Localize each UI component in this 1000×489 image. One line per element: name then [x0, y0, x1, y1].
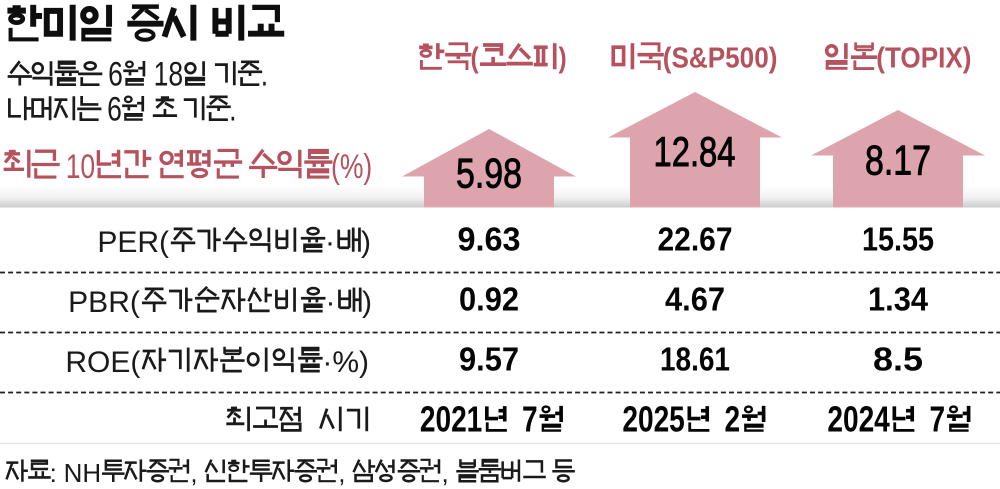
svg-text:2025: 2025	[622, 399, 684, 440]
svg-text:): )	[362, 286, 372, 319]
svg-text:·: ·	[325, 226, 335, 259]
svg-text:5.98: 5.98	[456, 150, 522, 197]
svg-text:): )	[361, 226, 371, 259]
svg-text:6: 6	[108, 56, 123, 94]
svg-text:10: 10	[66, 148, 96, 186]
svg-text:ROE(: ROE(	[65, 346, 140, 379]
svg-text:·%): ·%)	[322, 346, 369, 379]
svg-text:8.5: 8.5	[873, 342, 923, 379]
svg-text:(: (	[470, 43, 478, 75]
svg-text:(%): (%)	[331, 148, 372, 186]
svg-text:0.92: 0.92	[459, 282, 519, 319]
svg-text:7: 7	[930, 399, 946, 440]
svg-text:4.67: 4.67	[665, 282, 725, 319]
svg-text:,: ,	[190, 458, 197, 488]
svg-text:7: 7	[522, 399, 538, 440]
svg-text:PBR(: PBR(	[68, 286, 140, 319]
svg-text:8.17: 8.17	[865, 137, 931, 184]
svg-text:·: ·	[325, 286, 335, 319]
svg-text:12.84: 12.84	[654, 128, 736, 175]
svg-text:,: ,	[338, 458, 345, 488]
svg-text:18.61: 18.61	[660, 342, 730, 379]
svg-text:): )	[559, 43, 567, 75]
svg-text:6: 6	[107, 91, 122, 129]
svg-text:9.63: 9.63	[458, 222, 521, 259]
svg-text:9.57: 9.57	[459, 342, 519, 379]
svg-text:,: ,	[442, 458, 449, 488]
svg-text:2021: 2021	[420, 399, 482, 440]
svg-text:(TOPIX): (TOPIX)	[876, 43, 971, 75]
svg-text:.: .	[229, 91, 236, 129]
svg-text:15.55: 15.55	[862, 222, 934, 259]
svg-text:1.34: 1.34	[868, 282, 928, 319]
svg-text:(S&P500): (S&P500)	[663, 43, 778, 75]
svg-text:22.67: 22.67	[658, 222, 733, 259]
svg-text:18: 18	[154, 56, 184, 94]
svg-text:2024: 2024	[827, 399, 889, 440]
svg-text:.: .	[261, 56, 268, 94]
svg-text::: :	[50, 458, 57, 488]
svg-text:PER(: PER(	[97, 226, 169, 259]
svg-text:NH: NH	[64, 458, 102, 488]
svg-text:2: 2	[725, 399, 741, 440]
